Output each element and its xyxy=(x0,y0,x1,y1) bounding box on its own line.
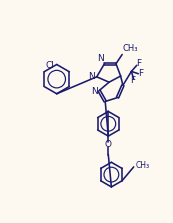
Text: F: F xyxy=(130,76,135,85)
Text: CH₃: CH₃ xyxy=(136,161,150,170)
Text: F: F xyxy=(138,69,143,78)
Text: N: N xyxy=(88,72,95,81)
Text: N: N xyxy=(91,87,98,96)
Text: O: O xyxy=(105,140,112,149)
Text: CH₃: CH₃ xyxy=(123,44,138,53)
Text: N: N xyxy=(97,54,104,63)
Text: F: F xyxy=(136,59,141,68)
Text: Cl: Cl xyxy=(45,61,54,70)
